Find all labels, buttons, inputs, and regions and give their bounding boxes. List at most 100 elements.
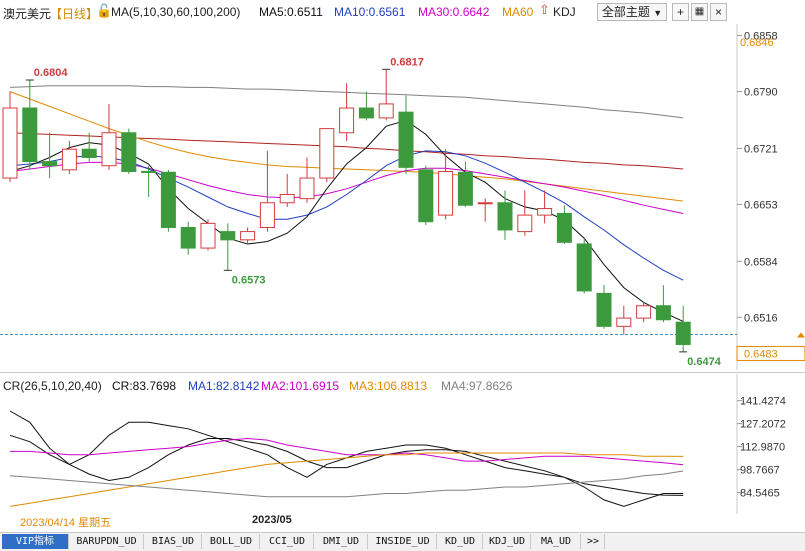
cr-params-label[interactable]: CR(26,5,10,20,40) [3, 379, 102, 393]
ma-params-label[interactable]: MA(5,10,30,60,100,200) [111, 5, 241, 19]
candle-body [319, 128, 335, 179]
candle [299, 157, 315, 203]
candle-body [517, 214, 533, 233]
main-chart-header: 澳元美元 【日线】 🔓 MA(5,10,30,60,100,200) MA5:0… [0, 0, 805, 24]
candle [22, 80, 38, 170]
cr-tick-label: 98.7667 [740, 465, 780, 477]
candle [616, 305, 632, 335]
candle [537, 190, 553, 224]
candle-body [358, 107, 374, 119]
tab-vip[interactable]: VIP指标 [2, 534, 69, 549]
candle [81, 132, 97, 162]
kdj-label[interactable]: KDJ [553, 5, 576, 19]
candle-body [596, 292, 612, 327]
cr-tick-label: 127.2072 [740, 419, 786, 431]
instrument-title: 澳元美元 [3, 7, 52, 21]
candle [418, 165, 434, 226]
candle [141, 165, 157, 197]
ma10-value: MA10:0.6561 [334, 5, 406, 19]
candle [101, 103, 117, 170]
cr-indicator-chart: 141.4274 127.2072 112.9870 98.7667 84.5465 [9, 374, 786, 514]
candle [200, 219, 216, 251]
indicator-tabs: VIP指标 BARUPDN_UD BIAS_UD BOLL_UD CCI_UD … [0, 532, 805, 551]
theme-dropdown-button[interactable]: 全部主题 ▼ [597, 3, 667, 21]
close-icon[interactable]: × [710, 3, 727, 21]
candle [457, 161, 473, 207]
tab-barupdn[interactable]: BARUPDN_UD [70, 534, 144, 549]
candle-body [259, 202, 275, 228]
up-arrow-icon: ⇧ [539, 2, 550, 17]
candle [596, 285, 612, 329]
chevron-down-icon: ▼ [653, 8, 663, 18]
add-icon[interactable]: + [672, 3, 689, 21]
settings-icon[interactable]: ▦ [691, 3, 708, 21]
candle-body [675, 321, 691, 345]
price-tick-label: 0.6653 [744, 199, 778, 211]
candle-body [477, 202, 493, 205]
candle-body [22, 107, 38, 163]
ma30-line [9, 161, 684, 214]
candle-body [398, 111, 414, 168]
candle-body [299, 177, 315, 200]
cr-value: CR:83.7698 [112, 379, 177, 393]
candle-body [180, 226, 196, 249]
candle [220, 223, 236, 271]
candle [497, 190, 513, 240]
candle [675, 305, 691, 352]
ma30-value: MA30:0.6642 [418, 5, 490, 19]
tab-kd[interactable]: KD_UD [438, 534, 483, 549]
candle-body [141, 170, 157, 173]
candle-body [537, 208, 553, 216]
tab-bias[interactable]: BIAS_UD [145, 534, 202, 549]
candle [438, 149, 454, 220]
candle-body [576, 243, 592, 292]
candle [576, 238, 592, 294]
candle [636, 301, 652, 323]
current-price-label: 0.6483 [744, 348, 778, 360]
low-price-label: 0.6573 [232, 274, 266, 286]
tab-cci[interactable]: CCI_UD [261, 534, 314, 549]
candle [517, 190, 533, 236]
ma60-price-label: 0.6846 [740, 37, 774, 49]
candle-body [81, 148, 97, 158]
high-price-label: 0.6817 [390, 56, 424, 68]
price-tick-label: 0.6584 [744, 256, 778, 268]
candle [121, 128, 137, 174]
candle [556, 205, 572, 244]
theme-button-label: 全部主题 [601, 5, 650, 19]
candle [42, 132, 58, 179]
tab-more[interactable]: >> [582, 534, 605, 549]
high-price-label: 0.6804 [34, 67, 69, 79]
cr-ma3-value: MA3:106.8813 [349, 379, 428, 393]
candle-body [240, 231, 256, 241]
candle [358, 91, 374, 121]
cr-series-ma1 [9, 434, 684, 496]
candle-body [220, 231, 236, 241]
candle-body [200, 222, 216, 249]
candle-body [61, 148, 77, 171]
cr-series-ma3 [9, 452, 684, 507]
candle-body [339, 107, 355, 134]
candle [279, 173, 295, 207]
candle-body [42, 161, 58, 167]
candle [160, 169, 176, 232]
tab-dmi[interactable]: DMI_UD [315, 534, 368, 549]
lock-icon[interactable]: 🔓 [96, 3, 113, 18]
period-label[interactable]: 【日线】 [50, 7, 99, 21]
candle-body [636, 305, 652, 319]
candle-body [101, 132, 117, 167]
cr-ma1-value: MA1:82.8142 [188, 379, 260, 393]
candle-body [497, 202, 513, 231]
month-label: 2023/05 [252, 514, 292, 526]
tab-kdj[interactable]: KDJ_UD [484, 534, 531, 549]
price-tick-label: 0.6721 [744, 143, 778, 155]
tab-ma[interactable]: MA_UD [532, 534, 581, 549]
candle-body [160, 171, 176, 228]
cr-series-ma4 [9, 470, 684, 498]
tab-boll[interactable]: BOLL_UD [203, 534, 260, 549]
tab-inside[interactable]: INSIDE_UD [369, 534, 437, 549]
candle [378, 69, 394, 121]
cr-ma2-value: MA2:101.6915 [261, 379, 340, 393]
low-price-label: 0.6474 [687, 356, 722, 368]
current-price-tag [736, 345, 805, 361]
